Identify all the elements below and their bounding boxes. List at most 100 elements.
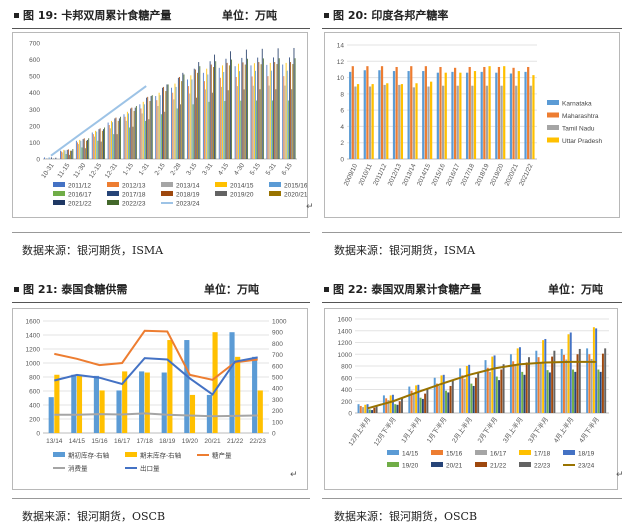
bar-Maharashtra-2011/12	[380, 66, 384, 159]
bar-2015/16-12-15	[96, 131, 98, 159]
bar-2017/18-2-15	[162, 87, 163, 159]
x-tick-label: 12月下半月	[371, 415, 397, 447]
y-left-tick-label: 800	[29, 375, 40, 382]
bar-20/21-1月上半月	[421, 398, 424, 413]
x-tick-label: 22/23	[250, 438, 267, 445]
y-right-tick-label: 1000	[272, 319, 287, 326]
legend-label-18/19: 18/19	[578, 451, 595, 458]
x-tick-label: 1月下半月	[424, 415, 448, 444]
bar-18/19-4月上半月	[569, 332, 572, 413]
bar-17/18-1月下半月	[440, 375, 443, 413]
legend-swatch-2018/19	[161, 191, 173, 196]
bar-2012/13-1-31	[140, 108, 142, 159]
bar-Uttar Pradesh-2011/12	[386, 83, 389, 159]
bar-18/19-3月下半月	[544, 338, 547, 413]
bar-2012/13-5-31	[267, 76, 269, 159]
return-mark-icon: ↵	[290, 470, 298, 480]
bar-2021/22-2-15	[166, 84, 168, 159]
bar-2015/16-10-31	[48, 157, 50, 159]
figure-19-title: 卡邦双周累计食糖产量	[61, 9, 172, 22]
bar-2011/12-6-15	[282, 64, 284, 159]
bar-Karnataka-2019/20	[495, 72, 498, 159]
bar-2016/17-5-31	[272, 100, 273, 159]
bar-2015/16-5-15	[255, 70, 256, 159]
bar-16/17-1月下半月	[438, 385, 441, 413]
bar-2017/18-3-31	[209, 61, 211, 159]
bar-2012/13-11-30	[77, 142, 78, 159]
figure-20-rule	[322, 28, 622, 29]
legend-swatch-2011/12	[53, 182, 65, 187]
bar-2014/15-5-31	[269, 62, 271, 159]
bar-14/15-3月上半月	[509, 354, 512, 413]
y-tick-label: 600	[29, 57, 40, 64]
y-right-tick-label: 300	[272, 397, 283, 404]
bar-20/21-4月下半月	[599, 371, 602, 413]
bar-2020/21-3-15	[197, 72, 199, 159]
bar-2011/12-3-31	[202, 72, 204, 159]
bar-2012/13-2-28	[172, 92, 174, 159]
bar-2015/16-2-28	[175, 86, 177, 159]
bullet-square-icon	[14, 287, 19, 292]
bar-15/16-4月下半月	[588, 354, 591, 413]
figure-21-svg: 0 200 400 600 800 1000 1200 1400 1600 0 100 200 300 4…	[26, 319, 287, 473]
bar-2016/17-1-15	[129, 127, 131, 159]
legend-swatch-期初库存-右轴	[53, 452, 65, 457]
bar-20/21-3月下半月	[548, 372, 551, 413]
bar-22/23-3月上半月	[528, 357, 530, 413]
y-tick-label: 10	[337, 75, 345, 82]
bar-2012/13-3-15	[188, 86, 190, 159]
bar-2022/23-11-30	[88, 138, 90, 159]
bar-Maharashtra-2009/10	[351, 66, 354, 159]
x-tick-label: 11-15	[56, 162, 71, 180]
legend-swatch-15/16	[431, 450, 443, 455]
bar-Uttar Pradesh-2019/20	[503, 66, 506, 159]
y-right-tick-label: 500	[272, 375, 283, 382]
legend-label-2015/16: 2015/16	[284, 183, 307, 190]
line-糖产量	[54, 329, 258, 381]
bar-2020/21-2-28	[181, 81, 183, 159]
figure-22-source-rule	[322, 498, 622, 499]
line-23/24	[367, 360, 597, 410]
bar-14/15-1月上半月	[408, 386, 411, 413]
x-tick-label: 2011/12	[372, 163, 388, 187]
bar-14/15-4月上半月	[560, 348, 563, 413]
x-tick-label: 2-15	[154, 162, 167, 177]
x-tick-label: 5-31	[265, 162, 278, 177]
bar-2022/23-2-28	[183, 74, 185, 159]
bar-2013/14-4-15	[221, 86, 222, 159]
x-tick-label: 3-31	[201, 162, 214, 177]
y-tick-label: 12	[337, 59, 345, 66]
bar-2020/21-5-31	[276, 64, 278, 159]
y-tick-label: 8	[340, 91, 344, 98]
bar-2014/15-11-30	[79, 139, 81, 159]
bar-15/16-4月上半月	[562, 354, 565, 413]
bar-Tamil Nadu-2014/15	[427, 86, 430, 159]
x-tick-label: 1月上半月	[399, 415, 423, 444]
bar-Tamil Nadu-2009/10	[354, 86, 357, 159]
bar-Karnataka-2012/13	[392, 71, 396, 159]
bar-2016/17-3-31	[208, 101, 210, 159]
bar-2019/20-1-31	[148, 119, 150, 159]
line-2023/24	[50, 85, 147, 157]
figure-20-svg: 024681012142009/102010/112011/122012/132…	[337, 43, 603, 188]
figure-20-chart: 0 2 4 6 8 10 12 14 2009/10 2010/11 2011/12 2012/13 2…	[324, 32, 620, 218]
bar-2016/17-11-15	[65, 154, 67, 159]
bar-16/17-12月下半月	[387, 400, 390, 413]
bar-期末库存-右轴-19/20	[189, 394, 196, 433]
legend-swatch-2017/18	[107, 191, 119, 196]
bar-Karnataka-2020/21	[509, 73, 513, 159]
x-tick-label: 2021/22	[518, 163, 534, 188]
legend-swatch-期末库存-右轴	[125, 452, 137, 457]
y-left-tick-label: 0	[36, 431, 40, 438]
bar-15/16-12月上半月	[359, 405, 362, 413]
bar-2014/15-3-15	[190, 75, 192, 159]
legend-swatch-2021/22	[53, 200, 65, 205]
bar-Karnataka-2014/15	[422, 71, 425, 159]
bar-期末库存-右轴-16/17	[122, 371, 128, 433]
bar-期初库存-右轴-18/19	[161, 372, 167, 433]
bar-2011/12-12-15	[91, 132, 93, 159]
y-tick-label: 1000	[338, 352, 353, 359]
legend-swatch-2016/17	[53, 191, 65, 196]
legend-label-2013/14: 2013/14	[176, 183, 200, 190]
bar-16/17-2月下半月	[489, 371, 492, 413]
